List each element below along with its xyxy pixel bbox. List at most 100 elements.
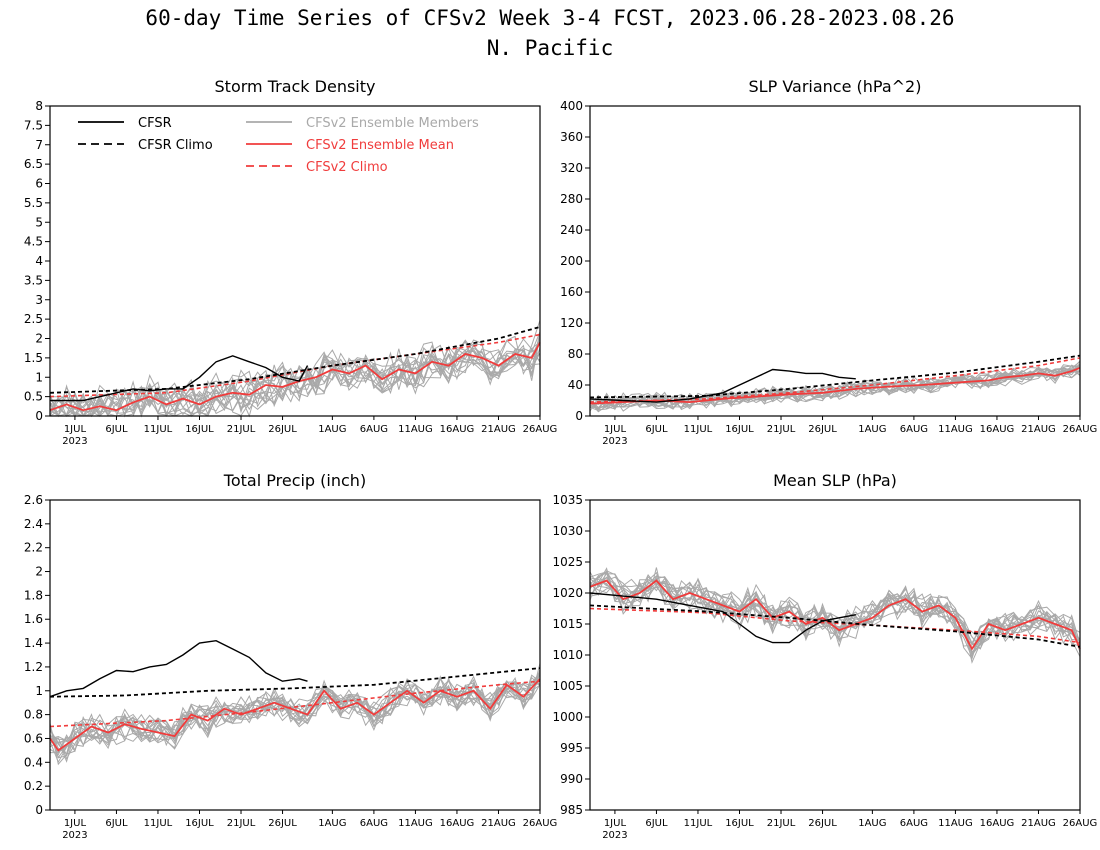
chart-title: SLP Variance (hPa^2) [749,77,922,96]
y-tick-label: 360 [560,130,583,144]
y-tick-label: 6 [35,177,43,191]
chart-legend: CFSR CFSR Climo CFSv2 Ensemble Members CFSv… [78,116,479,175]
x-tick-label: 1JUL [64,424,87,435]
y-tick-label: 1 [35,684,43,698]
y-tick-label: 240 [560,223,583,237]
series-line-obs [49,639,308,698]
y-tick-label: 7 [35,138,43,152]
x-tick-label: 16JUL [725,424,754,435]
x-tick-label: 16JUL [185,818,214,829]
x-tick-label: 6JUL [105,424,128,435]
y-tick-label: 1.2 [24,660,43,674]
x-tick-label: 6JUL [645,818,668,829]
x-tick-label: 16JUL [725,818,754,829]
y-tick-label: 1025 [552,555,583,569]
chart-title: Total Precip (inch) [223,471,366,490]
plot-frame [49,499,541,811]
chart-panel-1: Storm Track Density 0 0.5 1 1.5 2 2.5 3 3.5 4 4.5 5… [24,77,557,447]
x-tick-label: 6AUG [360,424,388,435]
x-tick-label: 1JUL [604,818,627,829]
x-tick-label: 26AUG [523,424,558,435]
figure-subtitle: N. Pacific [486,36,614,60]
y-tick-label: 6.5 [24,157,43,171]
x-tick-label: 6AUG [900,818,928,829]
plot-area [50,500,540,810]
y-tick-label: 2.4 [24,517,43,531]
y-tick-label: 990 [560,772,583,786]
legend-label: CFSv2 Climo [306,160,388,175]
legend-label: CFSR [138,116,172,131]
y-tick-label: 0 [575,409,583,423]
x-tick-label: 11JUL [684,818,713,829]
x-tick-label: 6JUL [105,818,128,829]
y-tick-label: 320 [560,161,583,175]
y-tick-label: 0 [35,803,43,817]
y-tick-label: 8 [35,99,43,113]
y-tick-label: 80 [568,347,583,361]
y-tick-label: 5.5 [24,196,43,210]
y-tick-label: 0.4 [24,755,43,769]
x-tick-label: 16AUG [980,424,1015,435]
legend-label: CFSv2 Ensemble Members [306,116,479,131]
y-tick-label: 5 [35,215,43,229]
x-tick-label: 21AUG [481,424,516,435]
x-tick-label: 21AUG [1021,424,1056,435]
y-tick-label: 1 [35,370,43,384]
y-tick-label: 2 [35,565,43,579]
series-line-obs [589,592,856,644]
y-tick-label: 160 [560,285,583,299]
ensemble-member-line [49,674,541,760]
y-tick-label: 0.8 [24,708,43,722]
chart-panel-2: SLP Variance (hPa^2) 0 40 80 120 160 200 240 280… [560,77,1097,447]
y-tick-label: 280 [560,192,583,206]
x-tick-label: 26AUG [1063,424,1098,435]
y-tick-label: 1010 [552,648,583,662]
y-tick-label: 1000 [552,710,583,724]
series-line-mean [589,579,1081,651]
chart-title: Storm Track Density [215,77,376,96]
plot-area [590,106,1080,416]
series-line-obs-climo [49,667,541,698]
y-tick-label: 2.6 [24,493,43,507]
x-tick-label: 11JUL [144,818,173,829]
legend-label: CFSv2 Ensemble Mean [306,138,454,153]
plot-area [590,500,1080,810]
x-tick-label: 11JUL [144,424,173,435]
x-tick-label: 16AUG [440,424,475,435]
y-tick-label: 0.2 [24,779,43,793]
y-tick-label: 2.2 [24,541,43,555]
x-tick-label: 11JUL [684,424,713,435]
x-tick-label: 26JUL [808,424,837,435]
x-tick-label: 11AUG [398,424,433,435]
y-tick-label: 1030 [552,524,583,538]
legend-label: CFSR Climo [138,138,213,153]
series-line-mean [589,367,1081,405]
x-tick-label: 6AUG [360,818,388,829]
chart-title: Mean SLP (hPa) [773,471,897,490]
y-tick-label: 0.5 [24,390,43,404]
ensemble-member-line [49,319,541,418]
x-tick-label: 21JUL [227,818,256,829]
y-tick-label: 2 [35,332,43,346]
x-tick-year-label: 2023 [602,830,627,841]
y-tick-label: 1.5 [24,351,43,365]
x-tick-label: 1AUG [318,818,346,829]
ensemble-member-line [49,338,541,418]
x-tick-year-label: 2023 [62,830,87,841]
y-tick-label: 1020 [552,586,583,600]
ensemble-member-line [49,675,541,763]
ensemble-member-line [49,332,541,418]
x-tick-label: 16JUL [185,424,214,435]
y-tick-label: 3.5 [24,273,43,287]
y-tick-label: 985 [560,803,583,817]
series-line-obs-climo [589,604,1081,648]
ensemble-member-line [589,572,1081,656]
x-tick-label: 1AUG [858,424,886,435]
y-tick-label: 1015 [552,617,583,631]
y-tick-label: 4 [35,254,43,268]
y-tick-label: 1035 [552,493,583,507]
x-tick-label: 11AUG [398,818,433,829]
x-tick-label: 1JUL [64,818,87,829]
x-tick-label: 21AUG [1021,818,1056,829]
x-tick-label: 26AUG [523,818,558,829]
